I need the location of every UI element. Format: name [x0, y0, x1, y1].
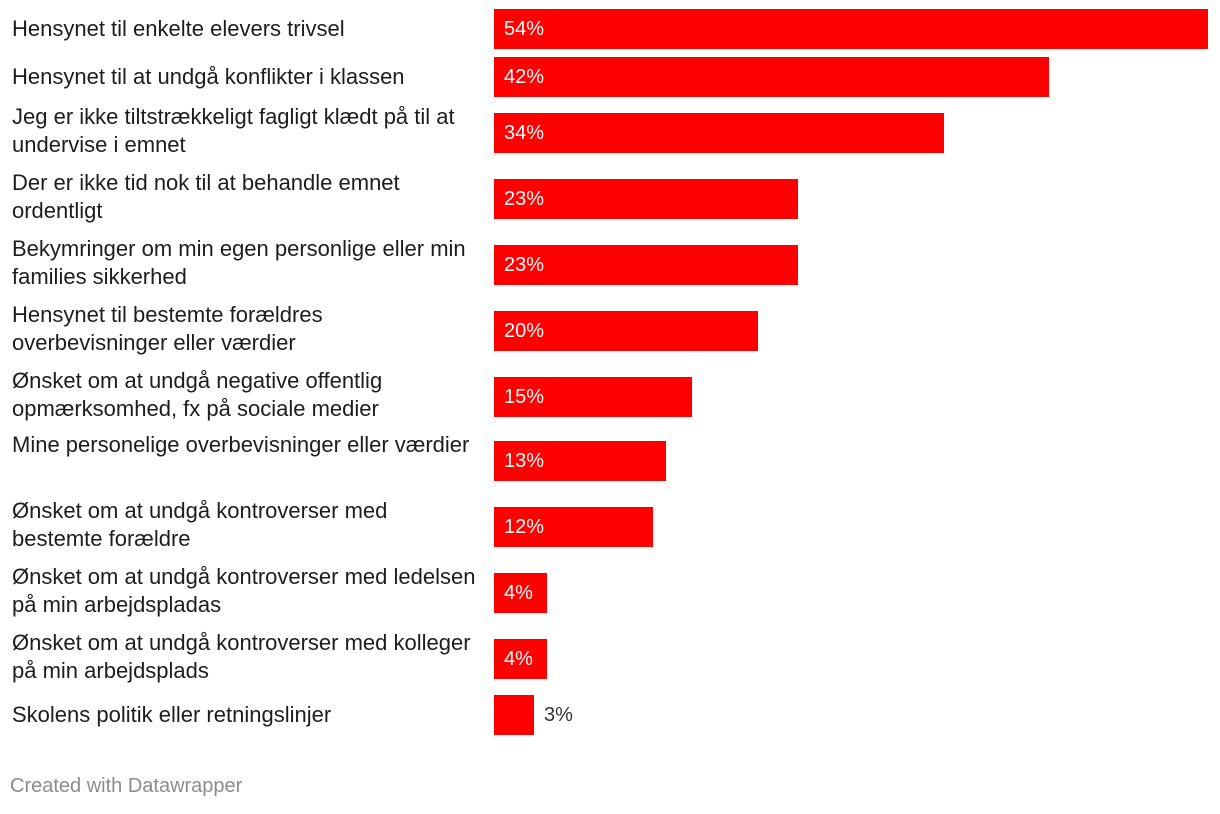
bar	[494, 113, 944, 153]
bar	[494, 507, 653, 547]
bar	[494, 441, 666, 481]
category-label: Bekymringer om min egen personlige eller…	[12, 236, 466, 289]
category-label: Jeg er ikke tiltstrækkeligt fagligt klæd…	[12, 104, 455, 157]
value-label: 4%	[504, 648, 533, 670]
value-label: 23%	[504, 188, 545, 210]
value-label: 20%	[504, 320, 545, 342]
bar	[494, 377, 692, 417]
bar	[494, 57, 1049, 97]
category-label: Ønsket om at undgå kontroverser med best…	[12, 498, 388, 551]
bar	[494, 639, 547, 679]
category-label: Hensynet til enkelte elevers trivsel	[12, 16, 345, 41]
category-label: Hensynet til at undgå konflikter i klass…	[12, 64, 405, 89]
category-label: Ønsket om at undgå kontroverser med koll…	[12, 630, 471, 683]
value-label: 3%	[544, 704, 573, 726]
datawrapper-credit: Created with Datawrapper	[10, 775, 243, 797]
bar	[494, 695, 534, 735]
bar	[494, 179, 798, 219]
bar	[494, 573, 547, 613]
category-label: Der er ikke tid nok til at behandle emne…	[12, 170, 400, 223]
value-label: 54%	[504, 18, 545, 40]
value-label: 13%	[504, 450, 545, 472]
value-label: 42%	[504, 66, 545, 88]
value-label: 15%	[504, 386, 545, 408]
category-label: Mine personelige overbevisninger eller v…	[12, 432, 470, 457]
value-label: 34%	[504, 122, 545, 144]
category-label: Ønsket om at undgå kontroverser med lede…	[12, 564, 476, 617]
category-label: Skolens politik eller retningslinjer	[12, 702, 332, 727]
value-label: 12%	[504, 516, 545, 538]
category-label: Ønsket om at undgå negative offentlig op…	[12, 368, 383, 421]
bar	[494, 245, 798, 285]
category-label: Hensynet til bestemte forældres overbevi…	[12, 302, 323, 355]
bar	[494, 311, 758, 351]
bar	[494, 9, 1208, 49]
value-label: 4%	[504, 582, 533, 604]
value-label: 23%	[504, 254, 545, 276]
